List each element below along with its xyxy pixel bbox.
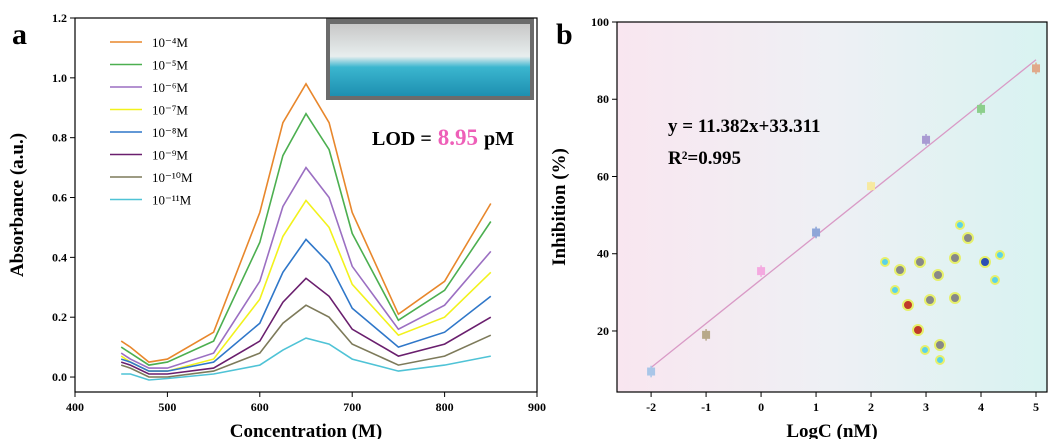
x-axis-title: Concentration (M) — [230, 421, 383, 439]
legend-label: 10⁻⁸M — [152, 125, 188, 140]
y-axis-title: Absorbance (a.u.) — [7, 133, 28, 277]
molecule — [880, 220, 1005, 365]
lod-annotation: LOD = 8.95 pM — [372, 125, 514, 150]
x-tick-label: -1 — [701, 400, 711, 414]
legend-label: 10⁻⁶M — [152, 80, 188, 95]
plot-frame — [616, 21, 1048, 393]
x-tick-label: 600 — [251, 400, 269, 414]
point — [812, 228, 821, 237]
x-tick-label: 0 — [758, 400, 764, 414]
x-tick-label: 700 — [343, 400, 361, 414]
y-tick-label: 100 — [591, 15, 609, 29]
series-line — [120, 112, 492, 366]
y-tick-label: 80 — [597, 92, 609, 106]
point — [757, 267, 766, 276]
plot-background — [617, 22, 1047, 392]
x-tick-label: -2 — [646, 400, 656, 414]
x-tick-label: 3 — [923, 400, 929, 414]
y-tick-label: 1.2 — [52, 11, 67, 25]
y-tick-label: 0.6 — [52, 191, 67, 205]
panel-label: b — [556, 18, 573, 51]
vial-photo — [326, 18, 534, 100]
series-line — [120, 238, 492, 372]
point — [647, 367, 656, 376]
y-tick-label: 0.4 — [52, 250, 67, 264]
point — [1032, 64, 1041, 73]
series-line — [120, 82, 492, 363]
lod-unit: pM — [484, 128, 514, 150]
x-tick-label: 4 — [978, 400, 984, 414]
equation: y = 11.382x+33.311 — [668, 116, 821, 137]
x-tick-label: 800 — [436, 400, 454, 414]
y-axis-title: Inhibition (%) — [549, 148, 570, 266]
legend-label: 10⁻¹⁰M — [152, 170, 193, 185]
y-tick-label: 1.0 — [52, 71, 67, 85]
y-tick-label: 0.2 — [52, 310, 67, 324]
lod-value: 8.95 — [438, 125, 478, 150]
point — [977, 104, 986, 113]
point — [867, 182, 876, 191]
legend-label: 10⁻⁴M — [152, 35, 188, 50]
r-squared: R²=0.995 — [668, 148, 741, 169]
plot-frame — [74, 17, 538, 393]
series-line — [120, 166, 492, 369]
y-tick-label: 20 — [597, 324, 609, 338]
panel-label: a — [12, 18, 27, 51]
y-tick-label: 40 — [597, 247, 609, 261]
x-tick-label: 400 — [66, 400, 84, 414]
legend-label: 10⁻⁷M — [152, 103, 188, 118]
series-line — [121, 337, 491, 381]
y-tick-label: 0.8 — [52, 131, 67, 145]
legend-label: 10⁻⁹M — [152, 148, 188, 163]
y-tick-label: 0.0 — [52, 370, 67, 384]
series-line — [120, 199, 492, 372]
fit-line — [650, 59, 1037, 368]
series-line — [120, 304, 492, 378]
y-tick-label: 60 — [597, 169, 609, 183]
lod-label: LOD = — [372, 128, 432, 150]
legend-label: 10⁻¹¹M — [152, 193, 192, 208]
x-axis-title: LogC (nM) — [786, 421, 877, 439]
x-tick-label: 900 — [528, 400, 546, 414]
series-line — [120, 277, 492, 375]
x-tick-label: 2 — [868, 400, 874, 414]
point — [702, 330, 711, 339]
x-tick-label: 500 — [158, 400, 176, 414]
x-tick-label: 1 — [813, 400, 819, 414]
legend-label: 10⁻⁵M — [152, 58, 188, 73]
point — [922, 135, 931, 144]
x-tick-label: 5 — [1033, 400, 1039, 414]
